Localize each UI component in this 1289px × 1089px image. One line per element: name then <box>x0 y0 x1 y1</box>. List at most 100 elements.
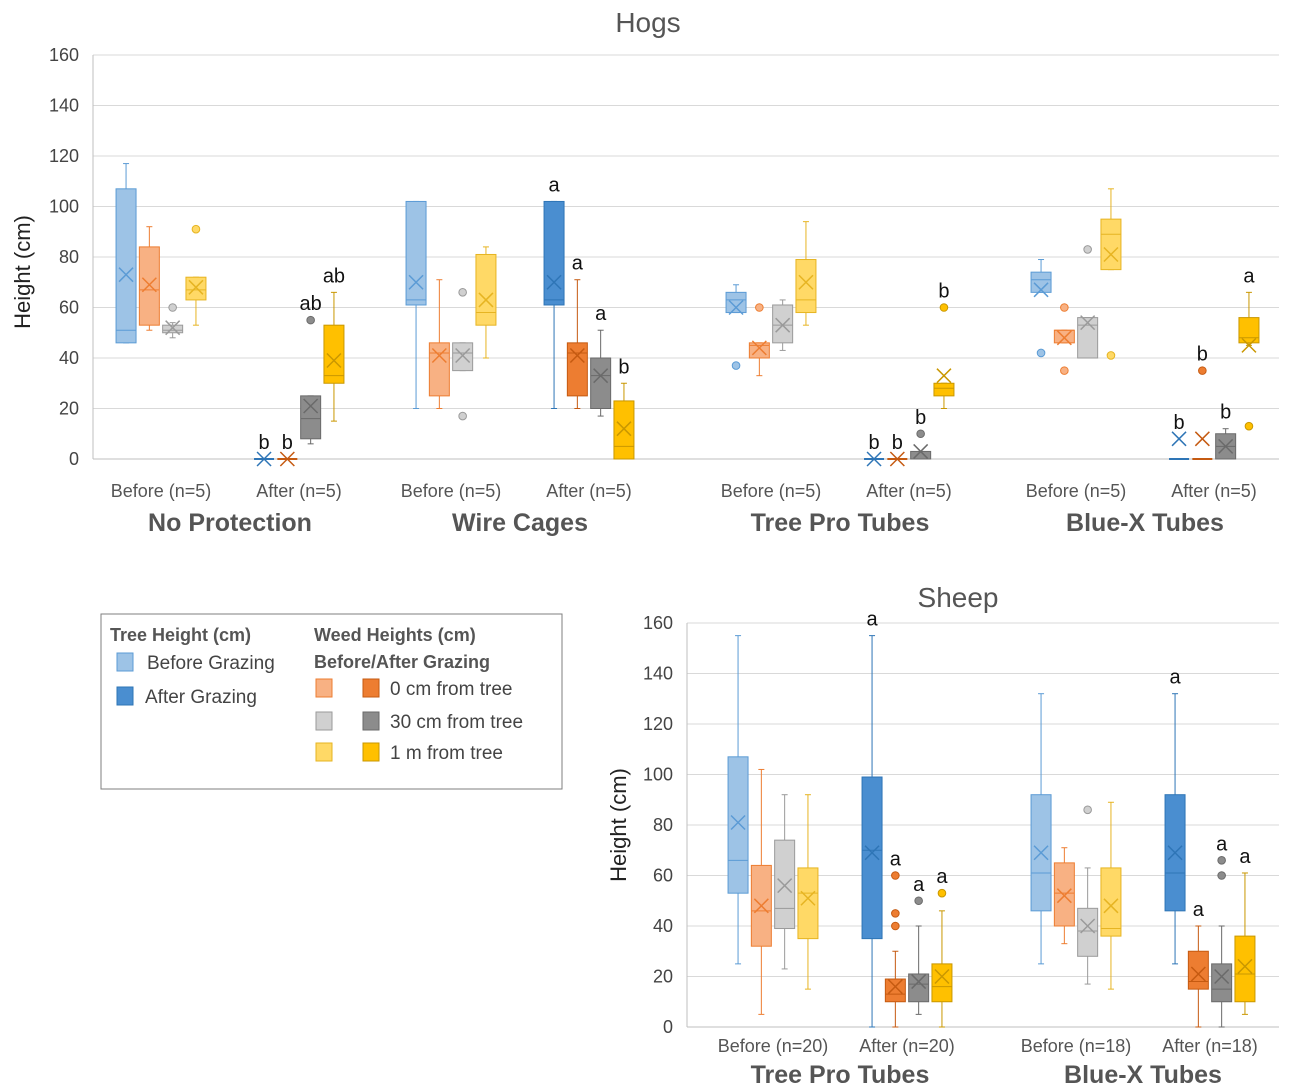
y-axis-label: Height (cm) <box>606 768 631 882</box>
box-before_1m <box>1100 801 1122 990</box>
mean-marker <box>911 974 927 990</box>
box-before_1m <box>1100 188 1122 360</box>
box-body <box>300 395 322 440</box>
subgroup-label: Before (n=20) <box>718 1036 829 1056</box>
box-body <box>727 756 749 894</box>
subgroup-label: Before (n=5) <box>111 481 212 501</box>
mean-marker <box>118 267 134 283</box>
box-body <box>725 291 747 314</box>
box-after_1m: ab <box>323 265 345 422</box>
box-body <box>590 357 612 409</box>
box-body <box>933 382 955 397</box>
box-before_30cm <box>1077 805 1099 985</box>
outlier-point <box>1036 348 1046 358</box>
box-after_0cm: b <box>1192 344 1213 460</box>
box-before_30cm <box>452 288 474 421</box>
legend-swatch-before_tree <box>116 652 134 672</box>
significance-label: b <box>1173 412 1184 434</box>
box-body <box>795 259 817 314</box>
outlier-point <box>1060 303 1069 312</box>
box-after_0cm: a <box>566 253 588 409</box>
outlier-point <box>168 303 177 312</box>
box-before_30cm <box>162 303 184 339</box>
significance-label: b <box>938 281 949 303</box>
mean-marker <box>1033 282 1049 298</box>
box-after_tree: b <box>1169 412 1190 460</box>
y-tick-label: 120 <box>643 714 673 734</box>
box-body <box>1234 935 1256 1003</box>
mean-marker <box>775 317 791 333</box>
mean-marker <box>1033 845 1049 861</box>
box-body <box>475 253 497 326</box>
y-tick-label: 20 <box>653 967 673 987</box>
legend-swatch-before_1m <box>315 742 333 762</box>
mean-marker <box>889 451 905 467</box>
significance-label: a <box>572 253 584 275</box>
y-tick-label: 100 <box>643 765 673 785</box>
outlier-point <box>191 224 201 234</box>
significance-label: a <box>936 866 948 888</box>
outlier-point <box>755 303 764 312</box>
y-tick-label: 40 <box>653 916 673 936</box>
legend-swatch-after_30cm <box>362 711 380 731</box>
mean-marker <box>141 277 157 293</box>
y-tick-label: 120 <box>49 146 79 166</box>
mean-marker <box>256 451 272 467</box>
box-body <box>748 342 770 359</box>
subgroup-label: After (n=20) <box>859 1036 955 1056</box>
box-before_tree <box>1030 259 1052 358</box>
significance-label: ab <box>323 265 345 287</box>
mean-marker <box>188 279 204 295</box>
box-after_30cm: b <box>910 407 932 460</box>
mean-marker <box>303 398 319 414</box>
outlier-point <box>1217 856 1226 865</box>
y-tick-label: 0 <box>69 449 79 469</box>
chart-sheep: 0 20 40 60 80 100 120 140 160 Sheep Height (cm) Tre… <box>606 582 1279 1089</box>
box-before_0cm <box>428 279 450 409</box>
box-before_0cm <box>750 768 772 1015</box>
significance-label: a <box>1216 833 1228 855</box>
box-body <box>115 188 137 344</box>
significance-label: a <box>866 609 878 631</box>
box-before_tree <box>1030 693 1052 965</box>
significance-label: a <box>913 874 925 896</box>
legend-label: 0 cm from tree <box>390 679 512 700</box>
significance-label: b <box>1197 344 1208 366</box>
box-before_tree <box>727 635 749 965</box>
box-after_0cm: b <box>887 432 908 467</box>
significance-label: b <box>892 432 903 454</box>
subgroup-label: Before (n=5) <box>1026 481 1127 501</box>
subgroup-label: After (n=5) <box>866 481 952 501</box>
y-tick-label: 140 <box>49 96 79 116</box>
box-body <box>1053 329 1075 344</box>
box-body <box>613 400 635 460</box>
outlier-point <box>458 288 467 297</box>
mean-marker <box>1080 315 1096 331</box>
mean-marker <box>751 340 767 356</box>
legend-label: Before Grazing <box>147 653 275 674</box>
mean-marker <box>800 890 816 906</box>
outlier-point <box>1244 421 1254 431</box>
subgroup-label: After (n=5) <box>1171 481 1257 501</box>
outlier-point <box>1217 871 1226 880</box>
box-before_0cm <box>138 226 160 331</box>
box-body <box>1100 867 1122 937</box>
box-body <box>884 978 906 1003</box>
significance-label: b <box>282 432 293 454</box>
box-after_30cm: b <box>1215 402 1237 460</box>
outlier-point <box>914 896 923 906</box>
box-after_0cm: b <box>277 432 298 467</box>
legend-label: 30 cm from tree <box>390 712 523 733</box>
mean-marker <box>1241 337 1257 353</box>
outlier-point <box>937 888 947 898</box>
box-body <box>138 246 160 326</box>
box-before_0cm <box>748 303 770 377</box>
box-after_1m: b <box>933 281 955 409</box>
box-after_30cm: a <box>1211 833 1233 1028</box>
mean-marker <box>798 274 814 290</box>
outlier-point <box>458 411 467 421</box>
outlier-point <box>891 871 900 880</box>
group-label: Wire Cages <box>452 509 588 537</box>
significance-label: a <box>890 849 902 871</box>
